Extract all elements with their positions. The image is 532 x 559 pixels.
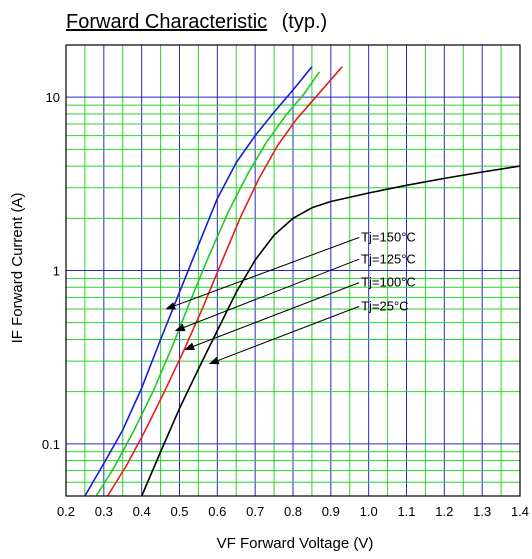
annotation-tick bbox=[353, 258, 360, 262]
chart-title: Forward Characteristic bbox=[66, 11, 267, 33]
x-tick-label: 0.7 bbox=[246, 504, 264, 519]
x-tick-label: 0.9 bbox=[322, 504, 340, 519]
annotations: Tj=150°C Tj=125°C Tj=100°C Tj=25°C bbox=[165, 230, 416, 365]
annotation-arrow bbox=[174, 260, 354, 332]
annotation-label: Tj=125°C bbox=[361, 251, 416, 266]
annotation-arrow bbox=[184, 284, 354, 351]
series-line-tj-100-c bbox=[106, 66, 343, 497]
series-line-tj-125-c bbox=[95, 71, 321, 497]
series-line-tj-150-c bbox=[84, 66, 313, 497]
x-tick-label: 1.0 bbox=[360, 504, 378, 519]
y-tick-label: 10 bbox=[46, 90, 60, 105]
x-tick-label: 0.8 bbox=[284, 504, 302, 519]
y-tick-label: 0.1 bbox=[42, 437, 60, 452]
plot-frame bbox=[65, 44, 521, 497]
x-tick-label: 0.5 bbox=[170, 504, 188, 519]
tick-labels: 0.2 0.3 0.4 0.5 0.6 0.7 0.8 0.9 1.0 1.1 1.2 1.3 1.4 0… bbox=[42, 90, 529, 519]
x-axis-label: VF Forward Voltage (V) bbox=[217, 535, 374, 552]
y-axis-label: IF Forward Current (A) bbox=[9, 193, 26, 344]
x-tick-label: 0.6 bbox=[208, 504, 226, 519]
annotation-arrow bbox=[165, 239, 354, 310]
annotation-tick bbox=[353, 237, 360, 240]
x-tick-label: 1.2 bbox=[435, 504, 453, 519]
annotation-label: Tj=25°C bbox=[361, 298, 408, 313]
x-tick-label: 0.4 bbox=[133, 504, 151, 519]
x-tick-label: 1.3 bbox=[473, 504, 491, 519]
annotation-arrow bbox=[208, 308, 354, 365]
annotation-tick bbox=[353, 306, 360, 309]
x-tick-label: 1.4 bbox=[511, 504, 529, 519]
annotation-label: Tj=150°C bbox=[361, 230, 416, 245]
series-line-tj-25-c bbox=[140, 165, 521, 497]
y-tick-label: 1 bbox=[53, 264, 60, 279]
series-lines bbox=[84, 66, 521, 497]
annotation-label: Tj=100°C bbox=[361, 275, 416, 290]
chart-title-group: Forward Characteristic (typ.) bbox=[66, 11, 327, 33]
x-tick-label: 1.1 bbox=[397, 504, 415, 519]
x-tick-label: 0.3 bbox=[95, 504, 113, 519]
x-tick-label: 0.2 bbox=[57, 504, 75, 519]
chart-subtitle: (typ.) bbox=[282, 11, 328, 33]
annotation-tick bbox=[353, 282, 360, 286]
